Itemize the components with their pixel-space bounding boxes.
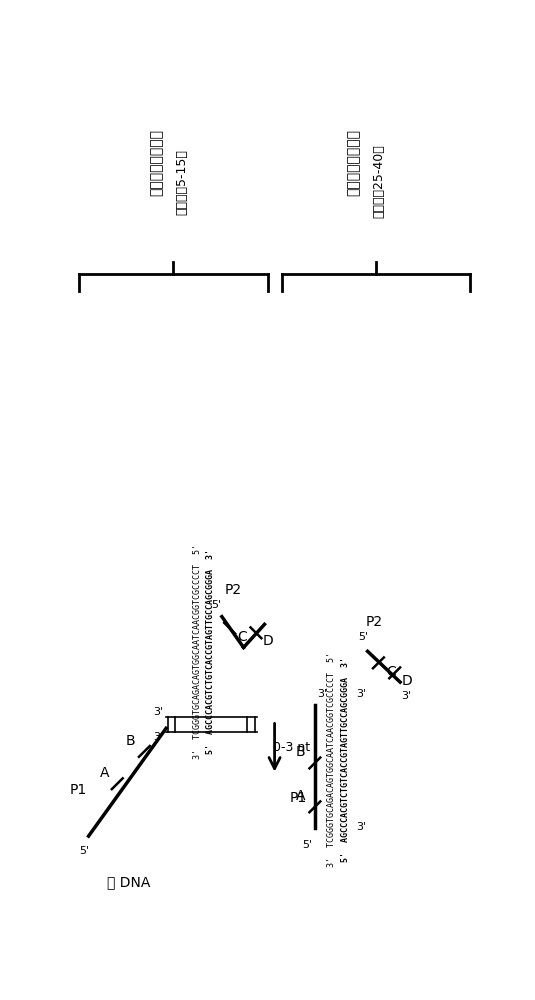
Text: 5': 5'	[79, 846, 89, 856]
Text: D: D	[263, 634, 274, 648]
Text: B: B	[126, 734, 135, 748]
Text: 3': 3'	[401, 691, 411, 701]
Text: A: A	[296, 789, 305, 803]
Text: 5': 5'	[358, 632, 368, 642]
Text: 靶 DNA: 靶 DNA	[107, 875, 150, 889]
Text: 5'  AGCCCACGTCTGTCACCGTAGTTGCCAGCGGGA  3': 5' AGCCCACGTCTGTCACCGTAGTTGCCAGCGGGA 3'	[206, 549, 215, 754]
Text: 较低温度下的循环: 较低温度下的循环	[149, 129, 163, 196]
Text: 3'  TCGGGTGCAGACAGTGGCAATCAACGGTCGCCCCT  5': 3' TCGGGTGCAGACAGTGGCAATCAACGGTCGCCCCT 5…	[193, 544, 202, 759]
Text: P2: P2	[225, 583, 242, 597]
Text: 3': 3'	[153, 707, 163, 717]
Text: 3': 3'	[318, 689, 327, 699]
Text: （例如，5-15）: （例如，5-15）	[175, 149, 188, 215]
Text: P1: P1	[70, 783, 87, 797]
Text: P1: P1	[289, 791, 307, 805]
Text: （例如，25-40）: （例如，25-40）	[373, 145, 386, 218]
Text: A: A	[100, 766, 110, 780]
Text: B: B	[296, 745, 305, 759]
Text: 较高温度下的循环: 较高温度下的循环	[347, 129, 361, 196]
Text: P2: P2	[366, 615, 383, 629]
Text: D: D	[402, 674, 412, 688]
Text: 3'  TCGGGTGCAGACAGTGGCAATCAACGGTCGCCCCT  5': 3' TCGGGTGCAGACAGTGGCAATCAACGGTCGCCCCT 5…	[327, 652, 337, 867]
Text: 3': 3'	[153, 732, 163, 742]
Text: C: C	[386, 665, 396, 679]
Text: 0-3 nt: 0-3 nt	[273, 741, 310, 754]
Text: 5': 5'	[302, 840, 312, 850]
Text: 3': 3'	[356, 689, 366, 699]
Text: 5': 5'	[211, 600, 221, 610]
Text: 3': 3'	[356, 822, 366, 832]
Text: 5'  AGCCCACGTCTGTCACCGTAGTTGCCAGCGGGA  3': 5' AGCCCACGTCTGTCACCGTAGTTGCCAGCGGGA 3'	[341, 657, 349, 862]
Text: C: C	[237, 630, 247, 644]
